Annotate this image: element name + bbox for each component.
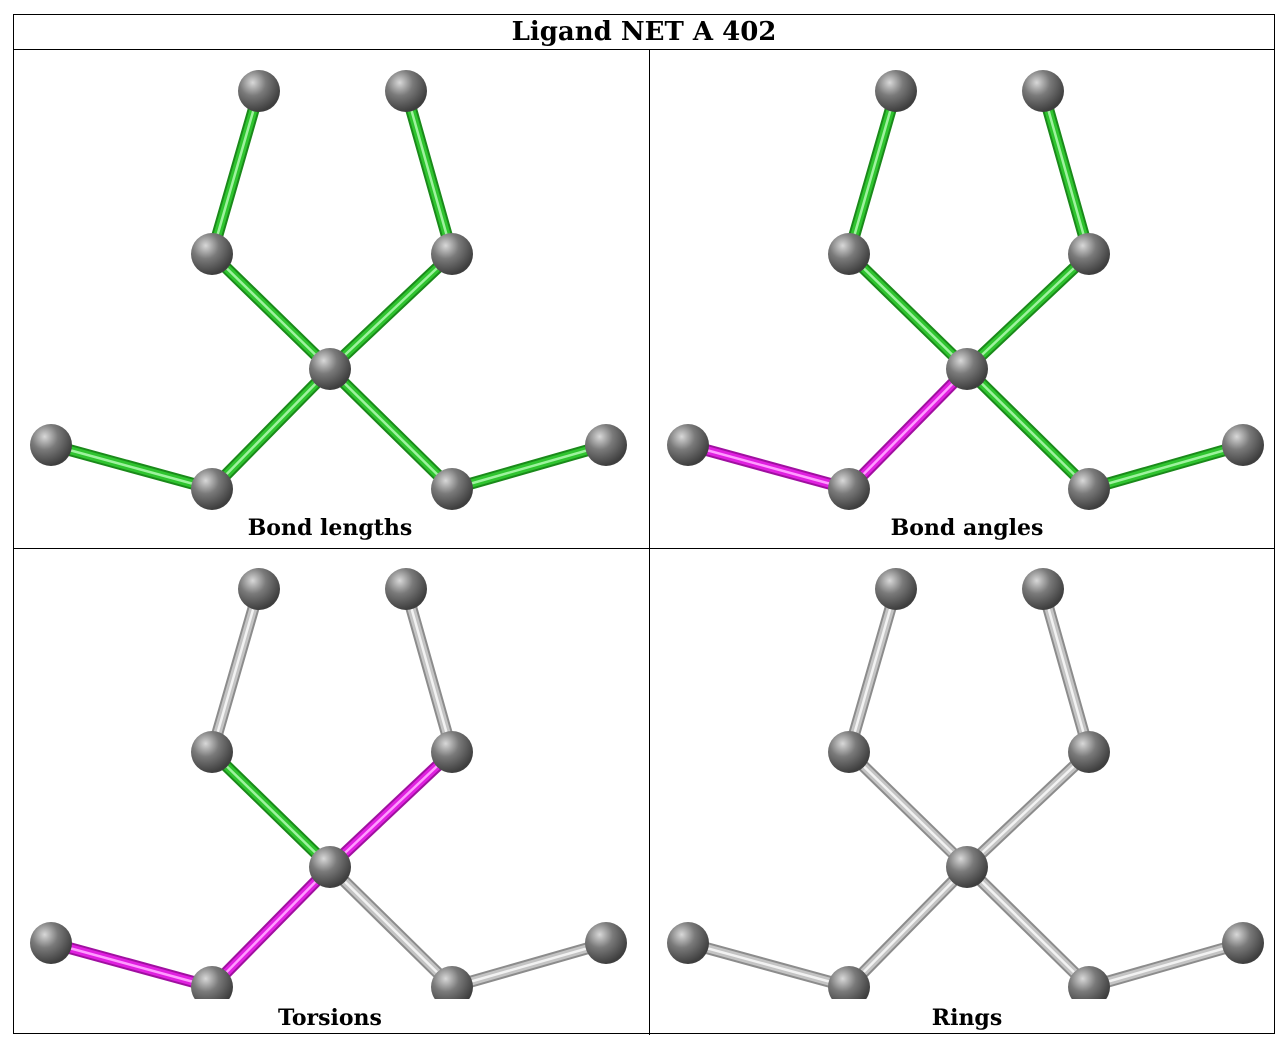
bonds (682, 583, 1249, 993)
figure-table: Ligand NET A 402 Bond lengths Bond angle… (13, 14, 1276, 1035)
bond-green (45, 439, 218, 495)
molecule-diagram (667, 70, 1264, 510)
bond-gray (324, 861, 458, 993)
panel-caption: Bond angles (890, 515, 1044, 541)
atom (191, 233, 233, 275)
atom (431, 966, 473, 999)
atom (828, 966, 870, 999)
atom (1022, 568, 1064, 610)
panel-torsions: Torsions (14, 549, 646, 1045)
atom (585, 424, 627, 466)
atom (431, 233, 473, 275)
bond-magenta (206, 861, 336, 993)
atom (191, 468, 233, 510)
column-divider (649, 50, 650, 1035)
bond-magenta (843, 363, 973, 495)
atoms (667, 568, 1264, 999)
bond-gray (1037, 583, 1095, 758)
bond-gray (400, 583, 458, 758)
atom (1022, 70, 1064, 112)
atom (30, 922, 72, 964)
panel-bond-angles: Bond angles (651, 51, 1276, 547)
bond-green (1083, 439, 1249, 495)
bond-gray (206, 583, 265, 758)
atom (828, 468, 870, 510)
atom (1068, 966, 1110, 999)
bond-green (961, 248, 1095, 375)
atom (875, 70, 917, 112)
bond-gray (961, 861, 1095, 993)
atom (946, 348, 988, 390)
bond-magenta (682, 439, 855, 495)
bond-green (324, 363, 458, 495)
bond-green (961, 363, 1095, 495)
atom (875, 568, 917, 610)
panel-caption: Bond lengths (247, 515, 413, 541)
atoms (30, 568, 627, 999)
atom (828, 731, 870, 773)
bond-gray (682, 937, 855, 993)
panel-bond-lengths: Bond lengths (14, 51, 646, 547)
atom (238, 568, 280, 610)
atom (667, 424, 709, 466)
bonds (45, 583, 612, 993)
bond-green (843, 248, 973, 375)
bond-green (446, 439, 612, 495)
bond-green (324, 248, 458, 375)
bond-green (1037, 85, 1095, 260)
atom (385, 568, 427, 610)
panel-rings: Rings (651, 549, 1276, 1045)
atom (667, 922, 709, 964)
row-divider (14, 548, 1274, 549)
bonds (45, 85, 612, 495)
molecule-diagram (30, 568, 627, 999)
bond-gray (446, 937, 612, 993)
atom (946, 846, 988, 888)
atom (309, 846, 351, 888)
molecule-diagram (667, 568, 1264, 999)
bond-gray (1083, 937, 1249, 993)
bond-green (206, 746, 336, 873)
molecule-diagram (30, 70, 627, 510)
atom (431, 468, 473, 510)
panel-caption: Rings (931, 1005, 1003, 1031)
atom (191, 966, 233, 999)
bond-green (843, 85, 902, 260)
bond-gray (843, 746, 973, 873)
bond-gray (843, 583, 902, 758)
bond-green (206, 85, 265, 260)
atom (1068, 731, 1110, 773)
atom (431, 731, 473, 773)
atom (1068, 468, 1110, 510)
atom (585, 922, 627, 964)
bond-green (206, 248, 336, 375)
atom (191, 731, 233, 773)
atom (238, 70, 280, 112)
atom (828, 233, 870, 275)
atom (30, 424, 72, 466)
atom (1222, 922, 1264, 964)
panel-caption: Torsions (278, 1005, 382, 1031)
bond-magenta (45, 937, 218, 993)
bond-magenta (324, 746, 458, 873)
atom (309, 348, 351, 390)
atom (385, 70, 427, 112)
bonds (682, 85, 1249, 495)
atoms (30, 70, 627, 510)
atoms (667, 70, 1264, 510)
bond-gray (843, 861, 973, 993)
bond-green (206, 363, 336, 495)
bond-gray (961, 746, 1095, 873)
atom (1068, 233, 1110, 275)
atom (1222, 424, 1264, 466)
figure-title: Ligand NET A 402 (14, 15, 1274, 50)
bond-green (400, 85, 458, 260)
